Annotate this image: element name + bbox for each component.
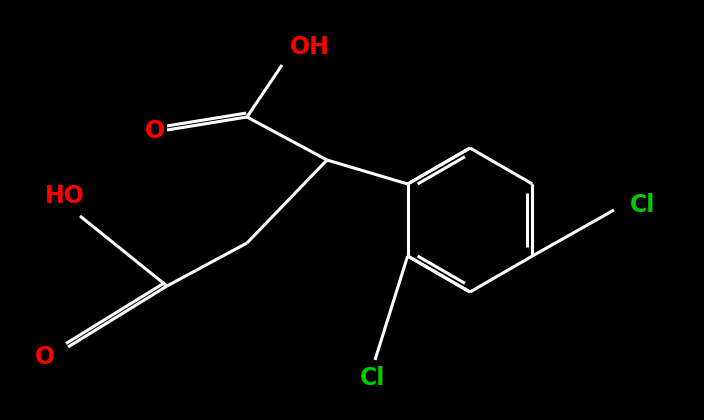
Text: Cl: Cl: [630, 193, 655, 217]
Text: O: O: [145, 119, 165, 143]
Text: HO: HO: [45, 184, 85, 208]
Text: OH: OH: [290, 35, 330, 59]
Text: Cl: Cl: [360, 366, 385, 390]
Text: O: O: [35, 345, 55, 369]
